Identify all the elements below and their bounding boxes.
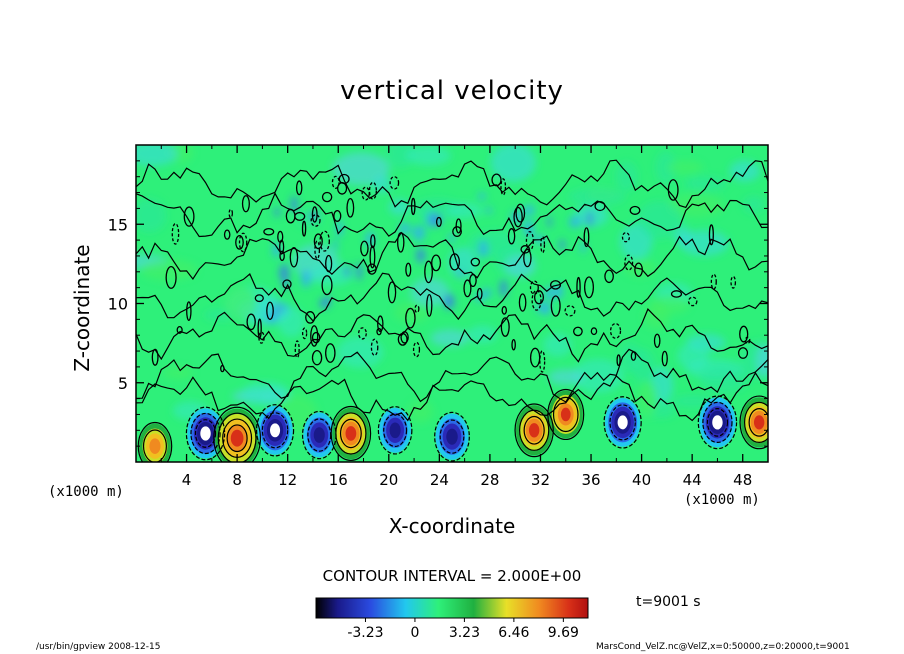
- contour-interval-label: CONTOUR INTERVAL = 2.000E+00: [322, 567, 582, 585]
- colorbar-tick-label: 3.23: [449, 625, 480, 641]
- y-tick-label: 5: [118, 374, 128, 393]
- x-tick-label: 28: [480, 471, 499, 489]
- feature-updraft-7: [515, 405, 553, 456]
- feature-updraft-1: [214, 408, 260, 462]
- footer-right: MarsCond_VelZ.nc@VelZ,x=0:50000,z=0:2000…: [596, 642, 850, 652]
- feature-downdraft-10: [699, 397, 736, 448]
- contour-lines: [136, 159, 768, 462]
- colorbar-tick-label: -3.23: [347, 625, 383, 641]
- x-tick-label: 32: [531, 471, 550, 489]
- x-axis-label: X-coordinate: [388, 514, 516, 538]
- x-tick-label: 48: [733, 471, 752, 489]
- colorbar-tick-label: 6.46: [498, 625, 529, 641]
- x-tick-label: 40: [632, 471, 651, 489]
- x-tick-label: 36: [581, 471, 600, 489]
- x-unit-label-right: (x1000 m): [684, 492, 760, 508]
- x-tick-label: 12: [278, 471, 297, 489]
- y-axis-label: Z-coordinate: [70, 244, 94, 372]
- chart-title: vertical velocity: [340, 76, 564, 106]
- x-tick-label: 4: [182, 471, 192, 489]
- time-label: t=9001 s: [636, 594, 701, 610]
- colorbar-tick-label: 0: [410, 625, 419, 641]
- y-tick-label: 10: [108, 295, 128, 314]
- feature-updraft-4: [332, 407, 370, 460]
- x-unit-label-left: (x1000 m): [48, 484, 124, 500]
- x-tick-label: 24: [430, 471, 449, 489]
- colorbar: [315, 597, 589, 619]
- x-tick-label: 16: [329, 471, 348, 489]
- x-tick-label: 20: [379, 471, 398, 489]
- x-tick-label: 44: [683, 471, 702, 489]
- x-tick-label: 8: [232, 471, 242, 489]
- feature-updraft-12: [139, 423, 171, 462]
- y-tick-label: 15: [108, 215, 128, 234]
- colorbar-tick-label: 9.69: [548, 625, 579, 641]
- footer-left: /usr/bin/gpview 2008-12-15: [36, 642, 161, 652]
- feature-updraft-11: [740, 397, 768, 448]
